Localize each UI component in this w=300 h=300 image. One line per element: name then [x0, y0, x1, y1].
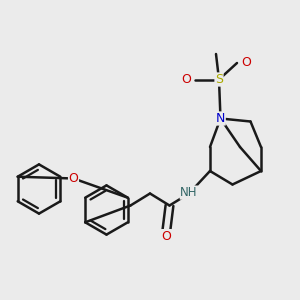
Text: NH: NH — [180, 186, 198, 199]
Text: O: O — [162, 230, 171, 243]
Text: O: O — [241, 56, 251, 70]
Text: O: O — [181, 73, 191, 86]
Text: N: N — [216, 112, 225, 125]
Text: O: O — [69, 172, 78, 185]
Text: S: S — [215, 73, 223, 86]
